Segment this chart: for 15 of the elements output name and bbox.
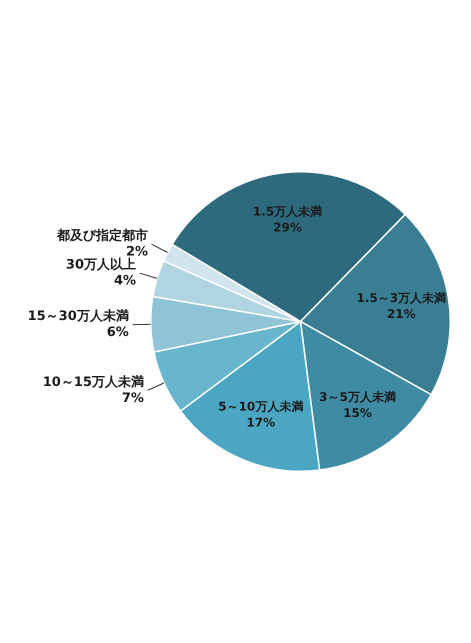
data-label: 29%	[273, 220, 302, 235]
data-label: 17%	[246, 415, 276, 430]
slice-label: 3～5万人未満	[319, 390, 396, 404]
data-label: 4%	[114, 274, 136, 289]
slice-label: 15～30万人未満	[28, 309, 129, 324]
slice-label: 都及び指定都市	[56, 228, 148, 244]
data-label: 15%	[343, 406, 372, 420]
slice-label: 30万人以上	[66, 258, 136, 273]
slice-label: 10～15万人未満	[42, 374, 144, 390]
slice-label: 5～10万人未満	[218, 399, 304, 414]
data-label: 6%	[106, 325, 129, 340]
data-label: 21%	[386, 307, 416, 322]
slice-label: 1.5万人未満	[252, 204, 322, 219]
slice-label: 1.5～3万人未満	[356, 291, 446, 306]
data-label: 7%	[122, 390, 144, 406]
